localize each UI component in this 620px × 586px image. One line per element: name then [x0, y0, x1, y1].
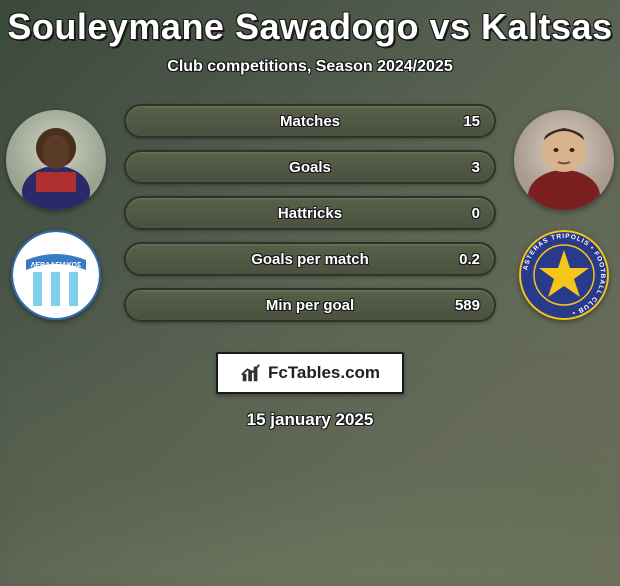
- player-avatar-placeholder-icon: [514, 110, 614, 210]
- stat-bar-matches: Matches 15: [124, 104, 496, 138]
- club-badge-icon: ASTERAS TRIPOLIS • FOOTBALL CLUB •: [519, 230, 609, 320]
- stat-bar-goals: Goals 3: [124, 150, 496, 184]
- stat-bar-min-per-goal: Min per goal 589: [124, 288, 496, 322]
- right-club-badge: ASTERAS TRIPOLIS • FOOTBALL CLUB •: [519, 230, 609, 320]
- subtitle: Club competitions, Season 2024/2025: [0, 58, 620, 76]
- stat-value-right: 0: [472, 205, 480, 222]
- stat-label: Matches: [280, 113, 340, 130]
- stat-value-right: 15: [463, 113, 480, 130]
- brand-badge: FcTables.com: [216, 352, 404, 394]
- stat-value-right: 0.2: [459, 251, 480, 268]
- brand-text: FcTables.com: [268, 363, 380, 383]
- stat-label: Min per goal: [266, 297, 354, 314]
- stat-label: Goals: [289, 159, 331, 176]
- stat-bars: Matches 15 Goals 3 Hattricks 0 Goals per…: [124, 102, 496, 322]
- left-club-badge: ΛΕΒΑΔΕΙΑΚΟΣ: [11, 230, 101, 320]
- left-player-avatar: [6, 110, 106, 210]
- left-player-column: ΛΕΒΑΔΕΙΑΚΟΣ: [6, 102, 106, 320]
- right-player-avatar: [514, 110, 614, 210]
- stat-label: Hattricks: [278, 205, 342, 222]
- stat-value-right: 589: [455, 297, 480, 314]
- club-badge-icon: ΛΕΒΑΔΕΙΑΚΟΣ: [11, 230, 101, 320]
- comparison-panel: ΛΕΒΑΔΕΙΑΚΟΣ Matches 15 Goals 3 Hattricks: [0, 102, 620, 322]
- footer: FcTables.com 15 january 2025: [0, 352, 620, 430]
- right-player-column: ASTERAS TRIPOLIS • FOOTBALL CLUB •: [514, 102, 614, 320]
- svg-text:ΛΕΒΑΔΕΙΑΚΟΣ: ΛΕΒΑΔΕΙΑΚΟΣ: [31, 262, 82, 269]
- stat-label: Goals per match: [251, 251, 369, 268]
- chart-bars-icon: [240, 362, 262, 384]
- player-avatar-placeholder-icon: [6, 110, 106, 210]
- stat-bar-hattricks: Hattricks 0: [124, 196, 496, 230]
- stat-bar-goals-per-match: Goals per match 0.2: [124, 242, 496, 276]
- page-title: Souleymane Sawadogo vs Kaltsas: [0, 6, 620, 48]
- date-text: 15 january 2025: [247, 410, 374, 430]
- stat-value-right: 3: [472, 159, 480, 176]
